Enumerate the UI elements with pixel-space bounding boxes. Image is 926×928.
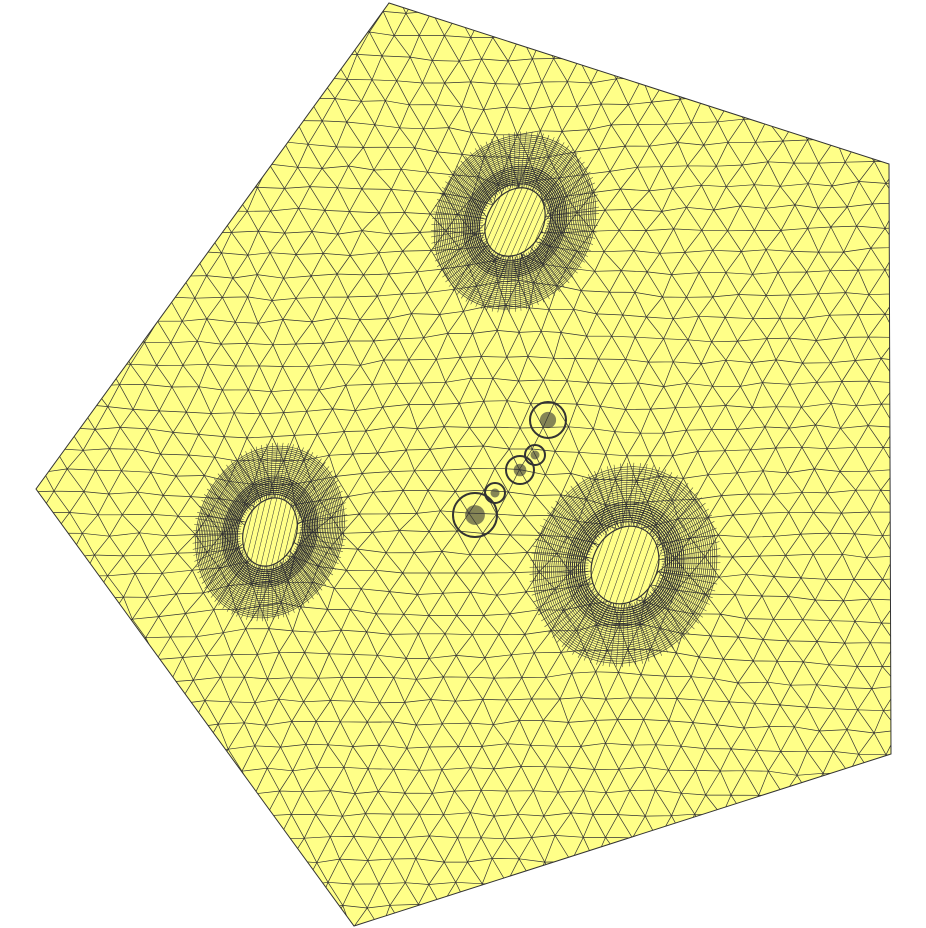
dense-blob-core — [530, 450, 540, 460]
mesh-domain — [36, 3, 891, 926]
dense-blob-core — [490, 488, 500, 498]
dense-regions — [192, 131, 721, 668]
hole-interior-hatch — [585, 514, 672, 619]
dense-blob-core — [465, 505, 485, 525]
hole-top — [430, 131, 600, 313]
hole-interior-hatch — [479, 176, 558, 272]
hole-bottom-right — [529, 462, 721, 668]
hole-spokes — [192, 442, 348, 622]
dense-blob — [505, 455, 535, 485]
hole-left — [192, 442, 348, 622]
dense-blob — [529, 401, 567, 439]
dense-blob — [524, 444, 546, 466]
dense-blob-core — [513, 463, 527, 477]
mesh-boundary — [35, 2, 892, 927]
hole-spokes — [529, 462, 721, 668]
hole-interior-hatch — [240, 490, 307, 577]
dense-blob — [452, 492, 498, 538]
dense-blob-core — [539, 411, 557, 429]
dense-blob — [484, 482, 506, 504]
hole-spokes — [430, 131, 600, 313]
